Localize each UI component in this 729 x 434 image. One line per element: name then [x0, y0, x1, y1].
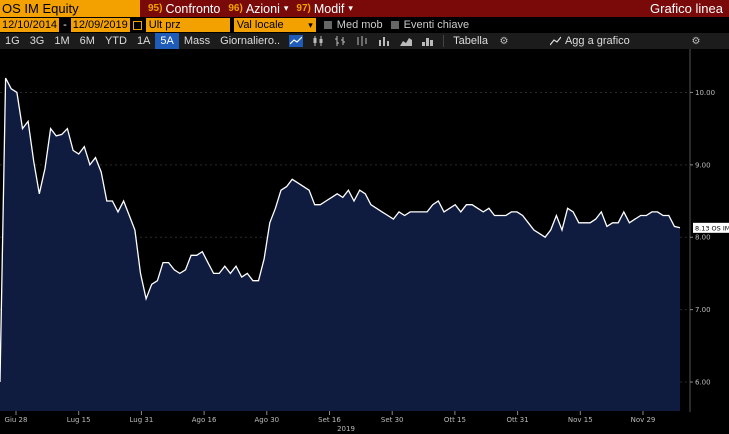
price-line [0, 77, 681, 383]
checkbox-icon [390, 21, 399, 29]
x-axis-ticks: Giu 28 Lug 15 Lug 31 Ago 16 Ago 30 Set 16 Set … [5, 411, 656, 433]
calendar-icon[interactable] [132, 20, 142, 30]
candlestick-icon[interactable] [311, 35, 325, 47]
chevron-down-icon: ▾ [348, 3, 353, 13]
page-title: Grafico linea [650, 1, 723, 16]
hlc-bar-icon[interactable] [355, 35, 369, 47]
date-separator: - [63, 19, 67, 31]
range-6m[interactable]: 6M [79, 35, 95, 47]
actions-shortcut: 96) [228, 3, 243, 14]
x-tick-label: Lug 31 [130, 416, 154, 424]
x-tick-label: Ott 15 [444, 416, 466, 424]
start-date-field[interactable]: 12/10/2014 [0, 18, 60, 32]
x-tick-label: Ago 16 [192, 416, 217, 424]
compare-menu[interactable]: 95) Confronto [148, 2, 220, 16]
key-events-label: Eventi chiave [403, 19, 470, 31]
y-tick-label: 7.00 [695, 306, 711, 314]
ohlc-bar-icon[interactable] [333, 35, 347, 47]
x-tick-label: Nov 15 [568, 416, 593, 424]
edit-menu[interactable]: 97) Modif ▾ [296, 2, 353, 16]
x-tick-label: Lug 15 [67, 416, 91, 424]
period-select[interactable]: Giornaliero.. [215, 33, 285, 49]
edit-shortcut: 97) [296, 3, 311, 14]
range-3g[interactable]: 3G [29, 35, 45, 47]
x-tick-label: Set 30 [381, 416, 404, 424]
price-area [0, 78, 680, 411]
period-label: Giornaliero [220, 35, 274, 47]
actions-label: Azioni [245, 1, 280, 16]
x-tick-label: Set 16 [318, 416, 341, 424]
histogram-icon[interactable] [421, 35, 435, 47]
compare-label: Confronto [165, 1, 221, 16]
mountain-chart-icon[interactable] [399, 35, 413, 47]
last-price-text: 8.13 OS IM [695, 224, 729, 232]
key-events-toggle[interactable]: Eventi chiave [390, 19, 470, 31]
controls-bar: 12/10/2014 - 12/09/2019 Ult prz Val loca… [0, 17, 729, 33]
toolbar-divider [443, 35, 445, 47]
compare-shortcut: 95) [148, 3, 163, 14]
moving-average-toggle[interactable]: Med mob [323, 19, 383, 31]
price-field-select[interactable]: Ult prz [145, 18, 230, 32]
top-bar: OS IM Equity 95) Confronto 96) Azioni ▾ … [0, 0, 729, 17]
range-ytd[interactable]: YTD [104, 35, 127, 47]
last-price-label: 8.13 OS IM [693, 222, 729, 233]
y-axis-ticks: 10.00 9.00 8.00 7.00 6.00 [690, 89, 715, 387]
y-tick-label: 9.00 [695, 161, 711, 169]
range-5a[interactable]: 5A [155, 33, 179, 49]
y-tick-label: 8.00 [695, 234, 711, 242]
table-settings-icon[interactable]: ⚙ [499, 35, 509, 47]
currency-select[interactable]: Val locale ▾ [233, 18, 316, 32]
y-tick-label: 6.00 [695, 379, 711, 387]
add-to-chart-button[interactable]: Agg a grafico [545, 33, 635, 49]
price-chart[interactable]: 10.00 9.00 8.00 7.00 6.00 Giu 28 Lug 15 Lug 31… [0, 49, 729, 434]
gear-icon[interactable]: ⚙ [691, 35, 701, 47]
chevron-down-icon: ▾ [283, 3, 289, 13]
currency-value: Val locale [236, 19, 284, 31]
bar-chart-icon[interactable] [377, 35, 391, 47]
x-tick-label: Ago 30 [254, 416, 279, 424]
y-tick-label: 10.00 [695, 89, 715, 97]
security-ticker[interactable]: OS IM Equity [0, 0, 140, 17]
checkbox-icon [323, 21, 332, 29]
x-tick-label: Giu 28 [5, 416, 28, 424]
range-1a[interactable]: 1A [136, 35, 151, 47]
x-tick-label: Nov 29 [631, 416, 656, 424]
end-date-field[interactable]: 12/09/2019 [70, 18, 130, 32]
chart-toolbar: 1G 3G 1M 6M YTD 1A 5A Mass Giornaliero..… [0, 33, 729, 49]
add-to-chart-label: Agg a grafico [564, 35, 630, 47]
x-tick-label: Ott 31 [507, 416, 529, 424]
last-price-box [693, 222, 729, 233]
ellipsis: .. [273, 35, 281, 47]
line-chart-icon[interactable] [289, 35, 304, 47]
edit-label: Modif [313, 1, 345, 16]
range-max[interactable]: Mass [183, 35, 211, 47]
price-field-value: Ult prz [148, 19, 181, 31]
chart-canvas: 10.00 9.00 8.00 7.00 6.00 Giu 28 Lug 15 Lug 31… [0, 49, 729, 433]
range-1m[interactable]: 1M [54, 35, 70, 47]
chevron-down-icon: ▾ [308, 19, 313, 30]
x-axis-year: 2019 [337, 425, 355, 433]
add-line-icon [549, 36, 561, 46]
actions-menu[interactable]: 96) Azioni ▾ [228, 2, 288, 16]
moving-average-label: Med mob [336, 19, 383, 31]
range-1g[interactable]: 1G [5, 35, 20, 47]
table-button[interactable]: Tabella [453, 35, 488, 47]
